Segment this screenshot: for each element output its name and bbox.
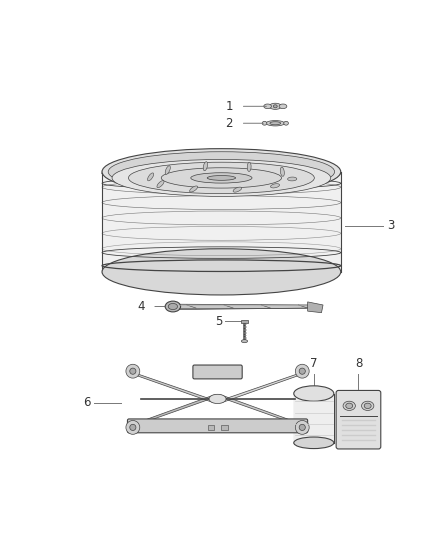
Ellipse shape [294, 386, 334, 401]
Ellipse shape [364, 403, 371, 408]
Text: 5: 5 [215, 314, 223, 328]
Ellipse shape [112, 159, 331, 196]
Ellipse shape [207, 175, 236, 180]
Ellipse shape [266, 120, 285, 126]
Polygon shape [307, 302, 323, 313]
Ellipse shape [288, 177, 297, 181]
Text: 7: 7 [310, 358, 318, 370]
Polygon shape [241, 320, 247, 324]
Ellipse shape [271, 184, 279, 188]
FancyBboxPatch shape [208, 425, 215, 430]
Ellipse shape [165, 301, 180, 312]
Ellipse shape [108, 152, 335, 192]
Circle shape [295, 421, 309, 434]
Ellipse shape [284, 122, 288, 125]
Ellipse shape [273, 105, 277, 108]
Text: 6: 6 [83, 396, 91, 409]
Circle shape [126, 421, 140, 434]
Ellipse shape [161, 168, 282, 188]
Text: 8: 8 [355, 357, 362, 370]
Ellipse shape [128, 162, 314, 193]
Circle shape [299, 424, 305, 431]
Circle shape [295, 364, 309, 378]
Ellipse shape [148, 173, 154, 181]
Circle shape [299, 368, 305, 374]
Ellipse shape [247, 162, 251, 172]
Ellipse shape [361, 401, 374, 410]
Ellipse shape [264, 104, 272, 109]
PathPatch shape [102, 172, 341, 272]
Ellipse shape [241, 340, 247, 343]
Ellipse shape [165, 166, 170, 174]
FancyBboxPatch shape [127, 419, 307, 433]
Ellipse shape [346, 403, 353, 408]
Circle shape [126, 364, 140, 378]
Ellipse shape [168, 303, 177, 310]
Circle shape [130, 424, 136, 431]
Ellipse shape [209, 394, 226, 403]
FancyBboxPatch shape [221, 425, 228, 430]
FancyBboxPatch shape [336, 391, 381, 449]
Ellipse shape [280, 167, 284, 176]
Ellipse shape [262, 122, 267, 125]
Ellipse shape [203, 161, 208, 171]
Ellipse shape [343, 401, 355, 410]
Ellipse shape [233, 187, 242, 192]
Polygon shape [175, 304, 310, 310]
Ellipse shape [279, 104, 287, 109]
Text: 3: 3 [387, 219, 394, 232]
Text: 4: 4 [137, 300, 145, 313]
Ellipse shape [102, 249, 341, 295]
Text: 2: 2 [226, 117, 233, 130]
Ellipse shape [191, 173, 252, 183]
Text: 1: 1 [226, 100, 233, 113]
Polygon shape [214, 395, 302, 424]
Ellipse shape [270, 122, 281, 125]
Circle shape [130, 368, 136, 374]
Ellipse shape [157, 181, 164, 188]
Ellipse shape [190, 186, 198, 192]
Polygon shape [133, 395, 221, 424]
Ellipse shape [102, 149, 341, 195]
Polygon shape [133, 374, 221, 403]
Ellipse shape [294, 437, 334, 449]
Bar [294, 393, 334, 443]
Polygon shape [214, 374, 302, 403]
Ellipse shape [269, 103, 282, 109]
FancyBboxPatch shape [193, 365, 242, 379]
